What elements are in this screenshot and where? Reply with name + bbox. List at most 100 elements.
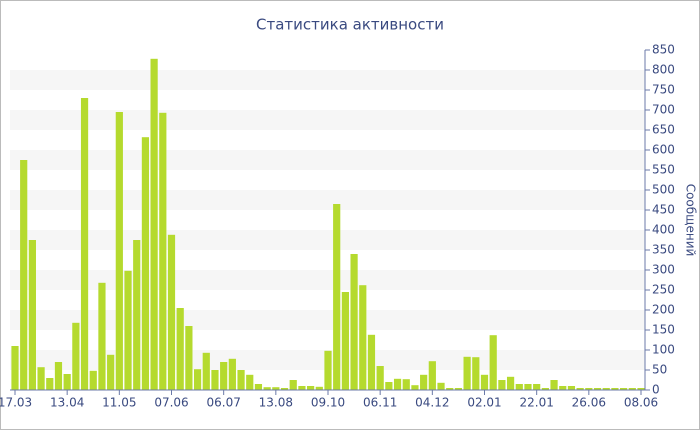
bar <box>411 385 419 390</box>
bar <box>220 362 228 390</box>
y-axis-label: Сообщений <box>684 184 698 257</box>
y-tick-label: 200 <box>652 303 675 317</box>
y-tick-label: 600 <box>652 143 675 157</box>
bar <box>115 112 123 390</box>
grid-band <box>10 150 645 170</box>
bar <box>246 374 254 390</box>
bar <box>463 356 471 390</box>
bar <box>620 388 628 390</box>
bar <box>393 378 402 390</box>
bar <box>576 388 584 390</box>
y-tick-label: 250 <box>652 283 675 297</box>
bar <box>228 358 236 390</box>
bar <box>602 388 610 390</box>
bar <box>54 362 63 390</box>
y-tick-label: 400 <box>652 223 675 237</box>
bar <box>637 388 645 390</box>
bar <box>46 378 54 390</box>
bar <box>385 382 393 390</box>
x-tick-label: 09.10 <box>311 396 345 410</box>
bar <box>193 369 202 390</box>
bar <box>254 384 263 390</box>
bar <box>89 370 97 390</box>
bar <box>367 334 376 390</box>
x-tick-label: 04.12 <box>415 396 449 410</box>
x-tick-label: 06.11 <box>363 396 397 410</box>
bar <box>611 388 619 390</box>
bar <box>237 370 245 390</box>
y-tick-label: 150 <box>652 323 675 337</box>
bar <box>37 367 45 390</box>
grid-band <box>10 110 645 130</box>
y-tick-label: 450 <box>652 203 675 217</box>
bar <box>176 308 184 390</box>
bar <box>98 282 106 390</box>
bar <box>202 352 210 390</box>
bar <box>567 386 576 390</box>
y-tick-label: 50 <box>652 363 667 377</box>
x-tick-label: 13.08 <box>259 396 293 410</box>
bar <box>420 374 428 390</box>
grid-band <box>10 230 645 250</box>
bar <box>150 58 158 391</box>
bar <box>333 204 341 390</box>
bar <box>359 285 367 390</box>
bar <box>72 322 80 390</box>
bar <box>498 380 506 390</box>
y-tick-label: 100 <box>652 343 675 357</box>
bar <box>550 380 558 390</box>
bar <box>263 387 271 390</box>
bar <box>628 388 636 390</box>
bar <box>315 386 323 390</box>
bar <box>20 160 28 390</box>
bar <box>437 382 445 390</box>
bar <box>524 384 532 390</box>
bar <box>124 270 132 390</box>
y-tick-label: 650 <box>652 123 675 137</box>
bar <box>489 335 497 390</box>
bar <box>585 388 593 390</box>
bar <box>80 98 89 390</box>
bar <box>472 357 480 390</box>
bar <box>515 384 523 390</box>
bar <box>280 388 289 390</box>
bar <box>428 361 436 390</box>
bar <box>324 350 332 390</box>
bar <box>376 366 384 390</box>
bar <box>446 388 454 390</box>
y-tick-label: 800 <box>652 63 675 77</box>
bar <box>11 346 19 390</box>
x-tick-label: 08.06 <box>624 396 658 410</box>
y-tick-label: 350 <box>652 243 675 257</box>
x-tick-label: 11.05 <box>102 396 136 410</box>
bar <box>185 326 193 390</box>
grid-band <box>10 190 645 210</box>
x-tick-label: 17.03 <box>0 396 32 410</box>
bar <box>141 137 150 390</box>
bar <box>63 374 71 390</box>
bar <box>289 380 297 390</box>
bar <box>133 240 141 390</box>
bar <box>402 379 410 390</box>
y-tick-label: 300 <box>652 263 675 277</box>
bar <box>107 354 115 390</box>
x-tick-label: 06.07 <box>206 396 240 410</box>
bar <box>159 112 167 391</box>
bar <box>454 388 463 390</box>
bar <box>533 384 541 390</box>
bar <box>272 387 280 390</box>
y-tick-label: 550 <box>652 163 675 177</box>
bar <box>480 374 489 390</box>
bar <box>211 370 219 390</box>
x-tick-label: 07.06 <box>154 396 188 410</box>
bar <box>506 376 515 390</box>
bar <box>341 292 349 390</box>
bar <box>350 254 358 390</box>
x-tick-label: 02.01 <box>467 396 501 410</box>
x-tick-label: 13.04 <box>50 396 84 410</box>
grid-band <box>10 70 645 90</box>
bar <box>307 386 315 390</box>
bar <box>167 234 176 390</box>
x-tick-label: 26.06 <box>572 396 606 410</box>
